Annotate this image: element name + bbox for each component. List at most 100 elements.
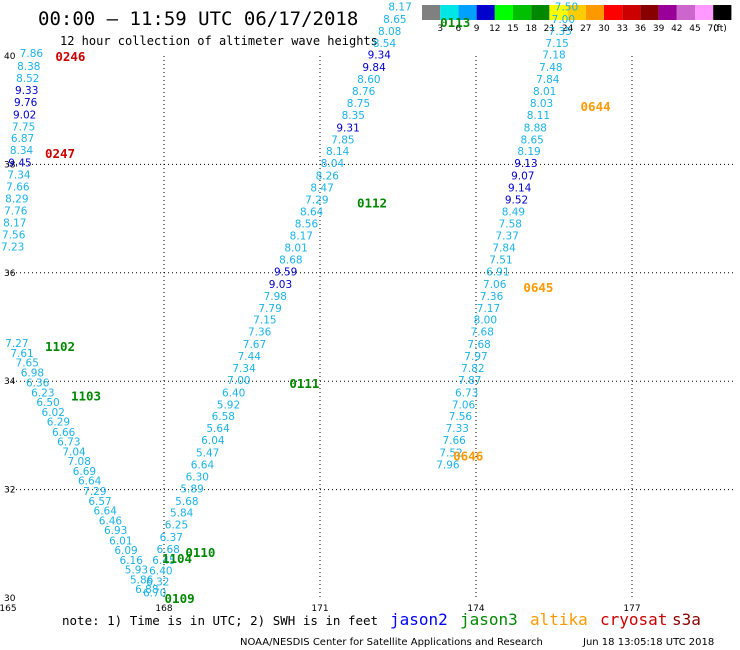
wave-height-value: 7.82 <box>461 363 484 375</box>
pass-label: 0111 <box>289 376 319 391</box>
wave-height-value: 6.30 <box>186 471 209 483</box>
legend-unit: (ft) <box>713 24 727 34</box>
wave-height-value: 7.87 <box>458 375 481 387</box>
wave-height-value: 9.33 <box>15 85 38 97</box>
wave-height-value: 6.29 <box>47 417 70 429</box>
wave-height-value: 6.01 <box>109 535 132 547</box>
map-title: 00:00 – 11:59 UTC 06/17/2018 <box>38 8 358 30</box>
pass-label: 0112 <box>357 195 387 210</box>
wave-height-value: 7.56 <box>2 230 26 242</box>
wave-height-value: 8.49 <box>502 206 525 218</box>
wave-height-value: 7.67 <box>243 339 266 351</box>
wave-height-value: 7.84 <box>492 243 516 255</box>
legend-label: 39 <box>653 24 665 34</box>
track-track-d: 7.127.247.507.007.357.157.187.487.848.01… <box>436 0 581 471</box>
wave-height-value: 8.64 <box>300 206 324 218</box>
wave-height-value: 6.45 <box>152 555 175 567</box>
wave-height-value: 5.93 <box>125 565 148 577</box>
wave-height-value: 5.84 <box>170 508 194 520</box>
legend-label: 70 <box>707 24 719 34</box>
wave-height-value: 8.00 <box>474 315 497 327</box>
wave-height-value: 7.85 <box>331 134 354 146</box>
wave-height-value: 6.25 <box>165 520 188 532</box>
wave-height-value: 9.02 <box>13 109 36 121</box>
wave-height-value: 6.04 <box>201 435 225 447</box>
satellite-altika: altika <box>530 610 588 629</box>
lat-tick-label: 40 <box>4 52 16 62</box>
wave-height-value: 7.36 <box>248 327 272 339</box>
wave-height-value: 9.52 <box>505 194 528 206</box>
lat-tick-label: 30 <box>4 594 16 604</box>
track-track-c: 6.706.326.406.456.686.376.255.845.685.89… <box>143 0 417 599</box>
wave-height-value: 8.54 <box>373 38 397 50</box>
wave-height-value: 6.09 <box>114 545 137 557</box>
footer-note: note: 1) Time is in UTC; 2) SWH is in fe… <box>62 613 378 628</box>
legend-swatch <box>549 5 568 20</box>
legend-swatch <box>440 5 459 20</box>
wave-height-value: 7.08 <box>68 456 91 468</box>
wave-height-value: 8.56 <box>295 218 319 230</box>
wave-height-value: 8.68 <box>279 255 302 267</box>
wave-height-value: 7.36 <box>480 291 504 303</box>
wave-height-value: 8.19 <box>517 146 540 158</box>
wave-height-value: 6.57 <box>88 496 111 508</box>
lon-tick-label: 168 <box>155 604 172 614</box>
color-legend: 3 6 9 12 15 18 21 24 27 30 33 36 39 42 45 70(ft) <box>422 5 732 34</box>
wave-height-value: 9.31 <box>336 122 359 134</box>
wave-height-value: 6.91 <box>486 267 509 279</box>
wave-height-value: 6.73 <box>57 437 80 449</box>
legend-swatch <box>658 5 677 20</box>
wave-height-value: 7.52 <box>439 448 462 460</box>
pass-label: 1102 <box>45 339 75 354</box>
wave-height-value: 7.15 <box>545 38 568 50</box>
map-subtitle: 12 hour collection of altimeter wave hei… <box>60 34 378 48</box>
lon-tick-label: 177 <box>623 604 640 614</box>
wave-height-value: 7.96 <box>436 459 460 471</box>
wave-height-value: 7.06 <box>452 399 476 411</box>
satellite-jason3: jason3 <box>460 610 518 629</box>
legend-label: 18 <box>525 24 537 34</box>
lon-tick-label: 174 <box>467 604 484 614</box>
wave-height-value: 5.92 <box>217 399 240 411</box>
wave-height-value: 7.44 <box>238 351 262 363</box>
legend-label: 9 <box>474 24 480 34</box>
wave-height-value: 6.68 <box>156 544 179 556</box>
wave-height-value: 8.35 <box>342 110 365 122</box>
wave-height-value: 6.64 <box>78 476 102 488</box>
wave-height-value: 7.50 <box>555 1 578 13</box>
wave-height-value: 8.26 <box>316 171 340 183</box>
wave-height-value: 8.11 <box>527 110 550 122</box>
wave-height-value: 6.02 <box>42 407 65 419</box>
wave-height-value: 8.29 <box>5 193 28 205</box>
wave-height-value: 8.08 <box>378 26 401 38</box>
wave-height-value: 6.69 <box>73 466 96 478</box>
lon-tick-label: 165 <box>0 604 17 614</box>
legend-swatch <box>713 5 732 20</box>
legend-label: 36 <box>635 24 647 34</box>
wave-height-value: 6.64 <box>94 506 118 518</box>
pass-label: 0247 <box>45 146 75 161</box>
legend-swatch <box>676 5 695 20</box>
wave-height-value: 7.15 <box>253 315 276 327</box>
wave-height-value: 9.13 <box>514 158 537 170</box>
wave-height-value: 8.75 <box>347 98 370 110</box>
legend-swatch <box>476 5 495 20</box>
legend-label: 24 <box>562 24 574 34</box>
legend-swatch <box>640 5 659 20</box>
wave-height-value: 6.23 <box>31 387 54 399</box>
wave-height-value: 7.68 <box>471 327 494 339</box>
legend-swatch <box>604 5 623 20</box>
wave-height-value: 5.86 <box>130 574 154 586</box>
wave-height-value: 7.27 <box>5 338 28 350</box>
wave-height-value: 9.03 <box>269 279 292 291</box>
lat-tick-label: 32 <box>4 486 15 496</box>
wave-height-value: 6.36 <box>26 378 50 390</box>
pass-label: 1103 <box>71 388 101 403</box>
legend-label: 3 <box>437 24 443 34</box>
pass-label: 0246 <box>55 49 85 64</box>
wave-height-value: 7.06 <box>483 279 507 291</box>
wave-height-value: 9.59 <box>274 267 297 279</box>
